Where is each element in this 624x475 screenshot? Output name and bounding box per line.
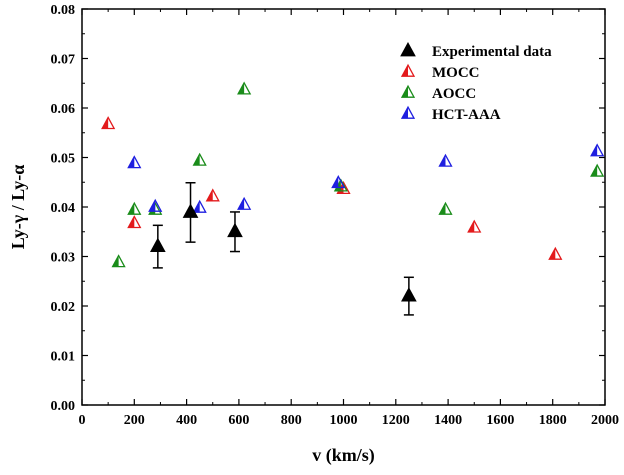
legend-label: HCT-AAA	[432, 107, 501, 123]
marker-outline	[400, 84, 416, 98]
legend-item: MOCC	[400, 63, 480, 81]
data-point	[227, 222, 243, 238]
y-tick-label: 0.03	[51, 251, 76, 266]
data-point	[590, 163, 605, 177]
y-tick-label: 0.01	[51, 350, 76, 365]
data-point	[548, 246, 563, 260]
legend-item: HCT-AAA	[400, 105, 501, 123]
marker-outline	[192, 152, 207, 166]
marker-shape	[400, 41, 416, 57]
legend-marker	[400, 105, 416, 119]
x-tick-label: 0	[79, 413, 86, 428]
marker-outline	[237, 196, 252, 210]
data-point	[205, 188, 220, 202]
marker-outline	[237, 81, 252, 95]
series-hct-aaa	[127, 143, 605, 213]
marks-layer	[101, 81, 605, 316]
data-point	[127, 201, 142, 215]
marker-outline	[101, 116, 116, 130]
legend-marker	[400, 63, 416, 77]
series-aocc	[111, 81, 605, 268]
series-experimental-data	[149, 181, 417, 316]
legend-label: MOCC	[432, 65, 480, 81]
marker-outline	[590, 143, 605, 157]
marker-outline	[127, 215, 142, 229]
y-tick-label: 0.07	[51, 53, 76, 68]
marker-outline	[111, 254, 126, 268]
data-point	[111, 254, 126, 268]
x-tick-label: 200	[124, 413, 145, 428]
marker-outline	[438, 153, 453, 167]
data-point	[127, 155, 142, 169]
marker-outline	[205, 188, 220, 202]
legend-item: AOCC	[400, 84, 476, 102]
marker-outline	[400, 63, 416, 77]
y-tick-label: 0.04	[51, 201, 76, 216]
x-tick-label: 600	[228, 413, 249, 428]
x-tick-label: 800	[281, 413, 302, 428]
data-point	[401, 287, 417, 302]
x-tick-label: 1200	[382, 413, 410, 428]
x-axis-title: v (km/s)	[312, 445, 375, 466]
marker-shape	[149, 237, 166, 252]
y-tick-label: 0.08	[51, 3, 76, 18]
data-point	[192, 152, 207, 166]
ticks-layer: 0 200 400 600 800 1000 1200 1400 1600 1800 2000 0.0…	[51, 3, 620, 428]
marker-outline	[192, 199, 207, 213]
data-point	[182, 203, 199, 218]
data-point	[237, 81, 252, 95]
y-tick-label: 0.00	[51, 399, 76, 414]
data-point	[149, 237, 166, 252]
x-tick-label: 1400	[434, 413, 462, 428]
y-tick-label: 0.05	[51, 152, 76, 167]
y-tick-label: 0.02	[51, 300, 76, 315]
marker-shape	[401, 287, 417, 302]
data-point	[467, 219, 482, 233]
plot-area-frame	[81, 8, 606, 406]
x-tick-label: 1800	[539, 413, 567, 428]
data-point	[192, 199, 207, 213]
marker-shape	[227, 222, 243, 238]
marker-outline	[148, 198, 163, 212]
marker-outline	[400, 105, 416, 119]
data-point	[331, 175, 346, 189]
x-tick-label: 1000	[330, 413, 358, 428]
legend-marker	[400, 41, 416, 57]
legend-marker	[400, 84, 416, 98]
marker-outline	[127, 155, 142, 169]
x-tick-label: 1600	[486, 413, 514, 428]
series-mocc	[101, 116, 563, 260]
legend-label: Experimental data	[432, 44, 552, 60]
data-point	[237, 196, 252, 210]
x-tick-label: 2000	[591, 413, 619, 428]
data-point	[148, 198, 163, 212]
data-point	[438, 201, 453, 215]
y-tick-label: 0.06	[51, 102, 76, 117]
marker-outline	[590, 163, 605, 177]
x-tick-label: 400	[176, 413, 197, 428]
marker-outline	[438, 201, 453, 215]
marker-shape	[182, 203, 199, 218]
data-point	[101, 116, 116, 130]
marker-outline	[467, 219, 482, 233]
data-point	[127, 215, 142, 229]
marker-outline	[548, 246, 563, 260]
data-point	[438, 153, 453, 167]
marker-outline	[127, 201, 142, 215]
data-point	[590, 143, 605, 157]
legend-item: Experimental data	[400, 41, 552, 60]
legend-label: AOCC	[432, 86, 476, 102]
marker-outline	[331, 175, 346, 189]
y-axis-title: Ly-γ / Ly-α	[8, 165, 28, 249]
legend: Experimental data MOCC AOCC HCT-AAA	[400, 41, 552, 123]
